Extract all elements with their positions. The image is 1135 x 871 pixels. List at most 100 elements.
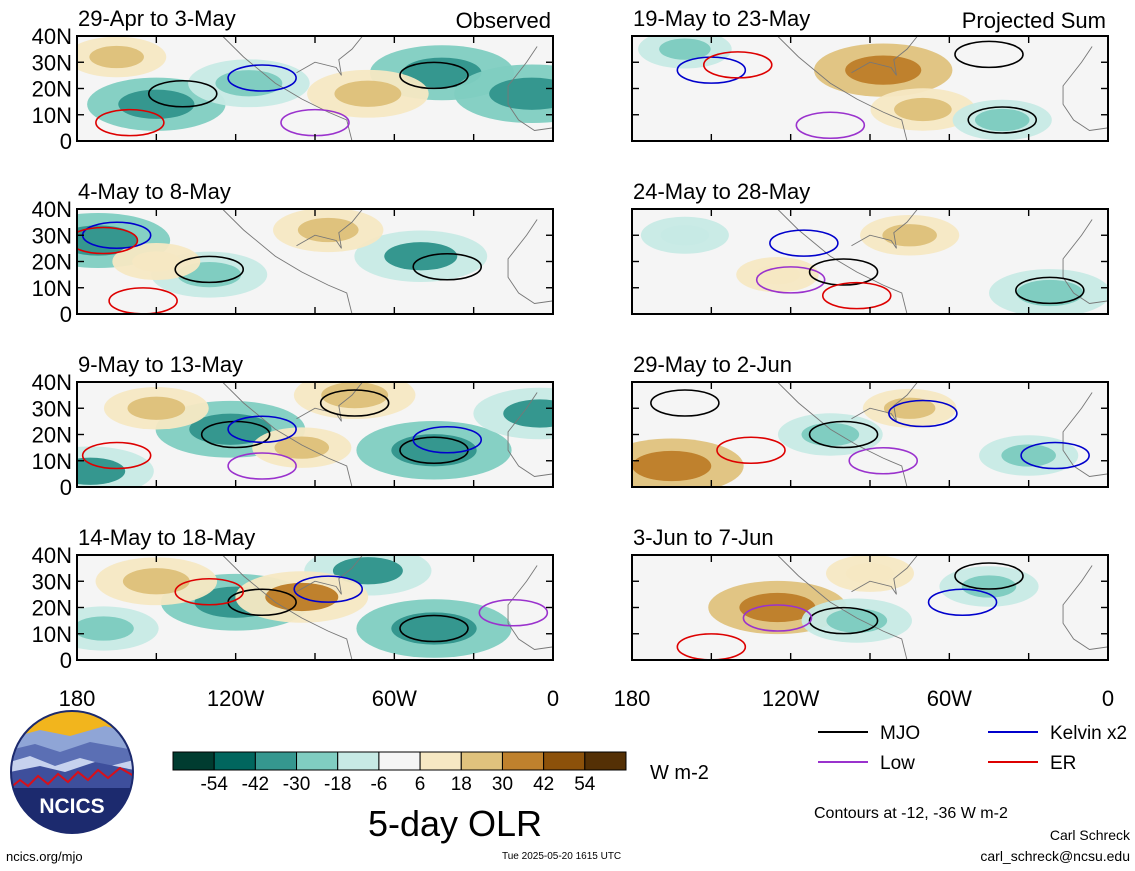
panel-title: 24-May to 28-May xyxy=(633,179,810,204)
contour-er xyxy=(81,441,152,470)
contour-low xyxy=(742,604,813,632)
olr-anomaly-core xyxy=(739,592,816,623)
coastline-africa xyxy=(1062,392,1108,477)
ncics-logo: NCICS xyxy=(10,710,134,834)
lat-tick-label: 30N xyxy=(32,569,72,594)
lat-tick-label: 30N xyxy=(32,396,72,421)
map-panel: 29-Apr to 3-May xyxy=(76,6,554,142)
colorbar: -54 -42 -30 -18 -6 6 18 30 42 54 xyxy=(172,751,627,795)
olr-anomaly-core xyxy=(489,77,553,110)
lat-tick-label: 0 xyxy=(60,475,72,500)
contour-mjo xyxy=(1015,276,1085,305)
olr-anomaly-core xyxy=(391,612,477,645)
coastline-gulf xyxy=(851,555,918,595)
column-header-left: Observed xyxy=(456,8,551,33)
colorbar-swatch xyxy=(378,751,421,771)
lat-tick-label: 40N xyxy=(32,24,72,49)
timestamp: Tue 2025-05-20 1615 UTC xyxy=(502,851,622,862)
map-panel: 19-May to 23-May xyxy=(631,6,1109,142)
coastline-gulf xyxy=(851,209,918,249)
contour-kelvin-x2 xyxy=(293,575,364,603)
coastline-gulf xyxy=(296,209,363,249)
contour-mjo xyxy=(808,258,879,286)
legend-label: Low xyxy=(880,753,915,774)
coastline-gulf xyxy=(296,382,363,422)
contour-mjo xyxy=(399,61,469,90)
column-header-right: Projected Sum xyxy=(962,8,1106,33)
colorbar-tick-label: 6 xyxy=(415,774,426,795)
olr-anomaly-core xyxy=(845,563,895,584)
logo-wordmark: NCICS xyxy=(39,795,104,818)
contour-mjo xyxy=(412,252,483,281)
colorbar-tick-label: -6 xyxy=(370,774,387,795)
lat-tick-label: 10N xyxy=(32,449,72,474)
lon-tick-label: 120W xyxy=(762,686,820,711)
panel-title: 4-May to 8-May xyxy=(78,179,231,204)
figure-title: 5-day OLR xyxy=(368,803,542,844)
lat-tick-label: 10N xyxy=(32,103,72,128)
lat-tick-label: 40N xyxy=(32,197,72,222)
olr-anomaly-core xyxy=(503,399,553,428)
lon-tick-label: 0 xyxy=(547,686,559,711)
panel-title: 19-May to 23-May xyxy=(633,6,810,31)
colorbar-swatch xyxy=(296,751,339,771)
olr-anomaly-core xyxy=(127,396,186,420)
olr-anomaly-core xyxy=(215,70,283,97)
coastline-pacific xyxy=(222,36,353,141)
contour-note: Contours at -12, -36 W m-2 xyxy=(814,805,1008,822)
legend: MJO Kelvin x2 Low ER xyxy=(818,723,1127,774)
olr-anomaly-core xyxy=(89,45,144,69)
lat-tick-label: 10N xyxy=(32,276,72,301)
author-email: carl_schreck@ncsu.edu xyxy=(980,848,1130,864)
lat-tick-label: 0 xyxy=(60,302,72,327)
contour-mjo xyxy=(808,606,879,635)
lat-tick-label: 10N xyxy=(32,622,72,647)
map-panel: 9-May to 13-May xyxy=(76,352,554,488)
contour-er xyxy=(716,436,786,465)
coastline-africa xyxy=(507,565,553,650)
colorbar-tick-label: 18 xyxy=(451,774,472,795)
site-url: ncics.org/mjo xyxy=(6,849,83,864)
coastline-africa xyxy=(1062,219,1108,304)
colorbar-tick-label: 30 xyxy=(492,774,513,795)
contour-low xyxy=(478,598,549,627)
contour-low xyxy=(755,266,826,294)
legend-label: MJO xyxy=(880,723,920,744)
lon-tick-label: 60W xyxy=(372,686,417,711)
units-label: W m-2 xyxy=(650,762,709,784)
coastline-pacific xyxy=(222,555,353,660)
coastline-africa xyxy=(507,392,553,477)
contour-kelvin-x2 xyxy=(888,399,958,428)
contour-kelvin-x2 xyxy=(412,425,483,454)
coastline-africa xyxy=(507,219,553,304)
contour-er xyxy=(702,51,773,79)
contour-er xyxy=(95,108,165,137)
olr-anomaly-core xyxy=(402,57,482,88)
olr-anomaly-core xyxy=(384,242,458,271)
lon-tick-label: 120W xyxy=(207,686,265,711)
contour-mjo xyxy=(319,389,390,417)
lat-tick-label: 40N xyxy=(32,370,72,395)
panel-title: 3-Jun to 7-Jun xyxy=(633,525,774,550)
contour-kelvin-x2 xyxy=(227,415,297,444)
colorbar-tick-label: -18 xyxy=(324,774,351,795)
contour-mjo xyxy=(954,562,1024,590)
lon-tick-label: 180 xyxy=(59,686,96,711)
olr-anomaly-core xyxy=(882,224,937,247)
lon-tick-label: 0 xyxy=(1102,686,1114,711)
axis-labels: 40N30N20N10N040N30N20N10N040N30N20N10N04… xyxy=(32,8,1114,711)
colorbar-tick-label: 54 xyxy=(574,774,596,795)
olr-anomaly-core xyxy=(754,264,801,285)
olr-anomaly-core xyxy=(961,575,1017,598)
contour-mjo xyxy=(808,420,879,449)
olr-anomaly-core xyxy=(660,225,710,246)
lat-tick-label: 20N xyxy=(32,77,72,102)
olr-anomaly-core xyxy=(77,616,134,641)
colorbar-swatch xyxy=(543,751,586,771)
colorbar-swatch xyxy=(584,751,627,771)
olr-anomaly-core xyxy=(391,434,477,467)
coastline-gulf xyxy=(851,36,918,76)
olr-anomaly-core xyxy=(659,38,711,60)
olr-anomaly-core xyxy=(1016,279,1084,307)
legend-label: Kelvin x2 xyxy=(1050,723,1127,744)
